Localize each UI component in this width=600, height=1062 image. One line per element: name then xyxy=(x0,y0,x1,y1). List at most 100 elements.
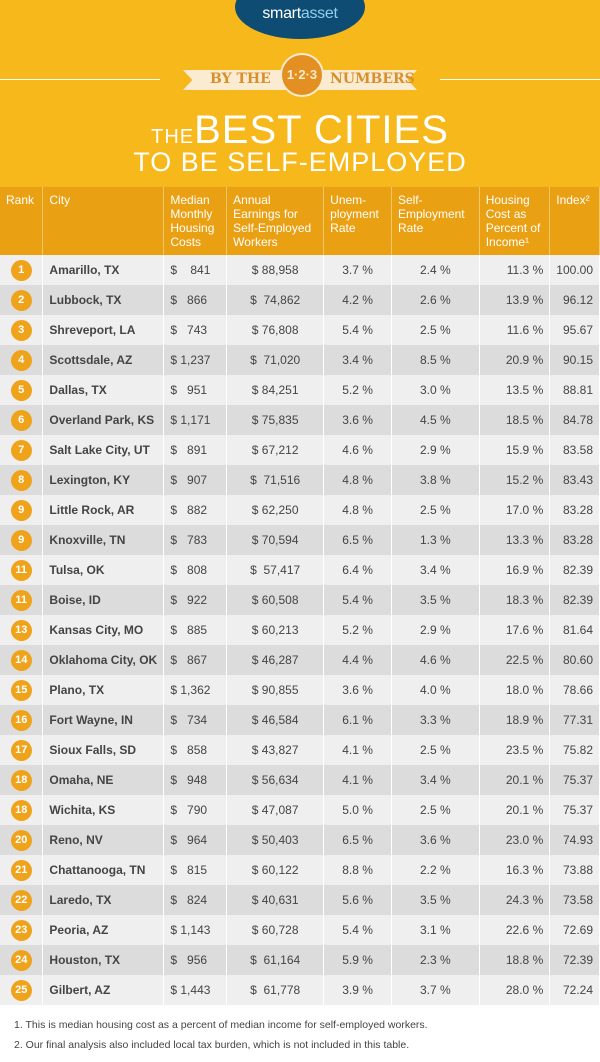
table-row: 20 Reno, NV $ 964 $ 50,403 6.5 % 3.6 % 23.0 % 7… xyxy=(0,825,600,855)
cell-city: Oklahoma City, OK xyxy=(42,645,165,675)
cell-housing-cost: $ 956 xyxy=(163,945,228,975)
cell-rank: 21 xyxy=(0,855,44,885)
cell-housing-cost-percent: 16.9 % xyxy=(479,555,551,585)
cell-self-employment-rate: 4.0 % xyxy=(391,675,480,705)
cell-index: 72.24 xyxy=(549,975,600,1005)
logo-text-smart: smart xyxy=(262,5,301,22)
cell-rank: 1 xyxy=(0,255,44,285)
cell-self-employment-rate: 2.5 % xyxy=(391,315,480,345)
cell-unemployment-rate: 4.1 % xyxy=(323,735,392,765)
cell-city: Boise, ID xyxy=(42,585,165,615)
rank-badge: 11 xyxy=(10,559,32,581)
cell-index: 78.66 xyxy=(549,675,600,705)
cell-annual-earnings: $ 60,728 xyxy=(226,915,325,945)
cell-unemployment-rate: 4.4 % xyxy=(323,645,392,675)
logo-text-asset: asset xyxy=(300,5,338,22)
cell-annual-earnings: $ 84,251 xyxy=(226,375,325,405)
rank-badge: 24 xyxy=(10,949,32,971)
cell-unemployment-rate: 5.0 % xyxy=(323,795,392,825)
cell-city: Omaha, NE xyxy=(42,765,165,795)
cell-unemployment-rate: 6.1 % xyxy=(323,705,392,735)
cell-unemployment-rate: 4.6 % xyxy=(323,435,392,465)
cell-annual-earnings: $ 67,212 xyxy=(226,435,325,465)
column-header: Self-Employment Rate xyxy=(391,187,480,255)
cell-housing-cost-percent: 15.9 % xyxy=(479,435,551,465)
cell-self-employment-rate: 3.1 % xyxy=(391,915,480,945)
cell-annual-earnings: $ 56,634 xyxy=(226,765,325,795)
rank-badge: 1 xyxy=(10,259,32,281)
cell-housing-cost: $ 783 xyxy=(163,525,228,555)
cell-annual-earnings: $ 46,287 xyxy=(226,645,325,675)
column-header: Median Monthly Housing Costs xyxy=(163,187,228,255)
cell-rank: 17 xyxy=(0,735,44,765)
cell-rank: 22 xyxy=(0,885,44,915)
cell-rank: 6 xyxy=(0,405,44,435)
cell-self-employment-rate: 3.5 % xyxy=(391,885,480,915)
cell-city: Dallas, TX xyxy=(42,375,165,405)
cell-housing-cost: $ 743 xyxy=(163,315,228,345)
table-row: 1 Amarillo, TX $ 841 $ 88,958 3.7 % 2.4 % 11.3… xyxy=(0,255,600,285)
cell-housing-cost-percent: 18.8 % xyxy=(479,945,551,975)
rank-badge: 2 xyxy=(10,289,32,311)
cell-index: 88.81 xyxy=(549,375,600,405)
cell-housing-cost: $ 824 xyxy=(163,885,228,915)
cell-annual-earnings: $ 47,087 xyxy=(226,795,325,825)
banner-right-text: NUMBERS xyxy=(330,71,415,87)
rank-badge: 23 xyxy=(10,919,32,941)
cell-self-employment-rate: 2.5 % xyxy=(391,495,480,525)
smartasset-logo: smartasset xyxy=(235,0,365,39)
cell-annual-earnings: $ 75,835 xyxy=(226,405,325,435)
cell-unemployment-rate: 6.5 % xyxy=(323,825,392,855)
cell-unemployment-rate: 5.4 % xyxy=(323,915,392,945)
rank-badge: 20 xyxy=(10,829,32,851)
cell-self-employment-rate: 2.6 % xyxy=(391,285,480,315)
table-row: 3 Shreveport, LA $ 743 $ 76,808 5.4 % 2.5 % 11… xyxy=(0,315,600,345)
cell-self-employment-rate: 2.5 % xyxy=(391,795,480,825)
cell-rank: 9 xyxy=(0,495,44,525)
cell-annual-earnings: $ 43,827 xyxy=(226,735,325,765)
cell-index: 75.82 xyxy=(549,735,600,765)
table-header: Rank City Median Monthly Housing Costs Annu… xyxy=(0,187,600,255)
cell-index: 82.39 xyxy=(549,555,600,585)
table-row: 21 Chattanooga, TN $ 815 $ 60,122 8.8 % 2.2 %… xyxy=(0,855,600,885)
cell-index: 96.12 xyxy=(549,285,600,315)
footnotes: 1. This is median housing cost as a perc… xyxy=(0,1005,600,1062)
cell-unemployment-rate: 4.8 % xyxy=(323,465,392,495)
table-row: 18 Wichita, KS $ 790 $ 47,087 5.0 % 2.5 % 20.1… xyxy=(0,795,600,825)
cell-unemployment-rate: 6.5 % xyxy=(323,525,392,555)
cell-index: 100.00 xyxy=(549,255,600,285)
rank-badge: 4 xyxy=(10,349,32,371)
cell-city: Laredo, TX xyxy=(42,885,165,915)
cell-unemployment-rate: 4.2 % xyxy=(323,285,392,315)
cell-index: 73.58 xyxy=(549,885,600,915)
cell-housing-cost-percent: 17.0 % xyxy=(479,495,551,525)
cell-unemployment-rate: 6.4 % xyxy=(323,555,392,585)
cell-housing-cost-percent: 18.0 % xyxy=(479,675,551,705)
cell-annual-earnings: $ 57,417 xyxy=(226,555,325,585)
cell-annual-earnings: $ 46,584 xyxy=(226,705,325,735)
cell-housing-cost: $ 948 xyxy=(163,765,228,795)
rank-badge: 6 xyxy=(10,409,32,431)
table-row: 18 Omaha, NE $ 948 $ 56,634 4.1 % 3.4 % 20.1 %… xyxy=(0,765,600,795)
cell-self-employment-rate: 2.9 % xyxy=(391,615,480,645)
cell-city: Kansas City, MO xyxy=(42,615,165,645)
cell-housing-cost: $ 1,171 xyxy=(163,405,228,435)
cell-city: Scottsdale, AZ xyxy=(42,345,165,375)
cell-annual-earnings: $ 61,778 xyxy=(226,975,325,1005)
table-row: 25 Gilbert, AZ $ 1,443 $ 61,778 3.9 % 3.7 % 28… xyxy=(0,975,600,1005)
cell-housing-cost: $ 882 xyxy=(163,495,228,525)
cell-housing-cost-percent: 20.9 % xyxy=(479,345,551,375)
cell-city: Tulsa, OK xyxy=(42,555,165,585)
cell-rank: 15 xyxy=(0,675,44,705)
rank-badge: 11 xyxy=(10,589,32,611)
cell-housing-cost: $ 964 xyxy=(163,825,228,855)
cell-unemployment-rate: 5.4 % xyxy=(323,585,392,615)
table-row: 13 Kansas City, MO $ 885 $ 60,213 5.2 % 2.9 %… xyxy=(0,615,600,645)
cell-unemployment-rate: 3.9 % xyxy=(323,975,392,1005)
cell-annual-earnings: $ 74,862 xyxy=(226,285,325,315)
cell-index: 90.15 xyxy=(549,345,600,375)
cell-self-employment-rate: 2.4 % xyxy=(391,255,480,285)
cell-city: Gilbert, AZ xyxy=(42,975,165,1005)
cell-annual-earnings: $ 61,164 xyxy=(226,945,325,975)
cell-index: 83.43 xyxy=(549,465,600,495)
